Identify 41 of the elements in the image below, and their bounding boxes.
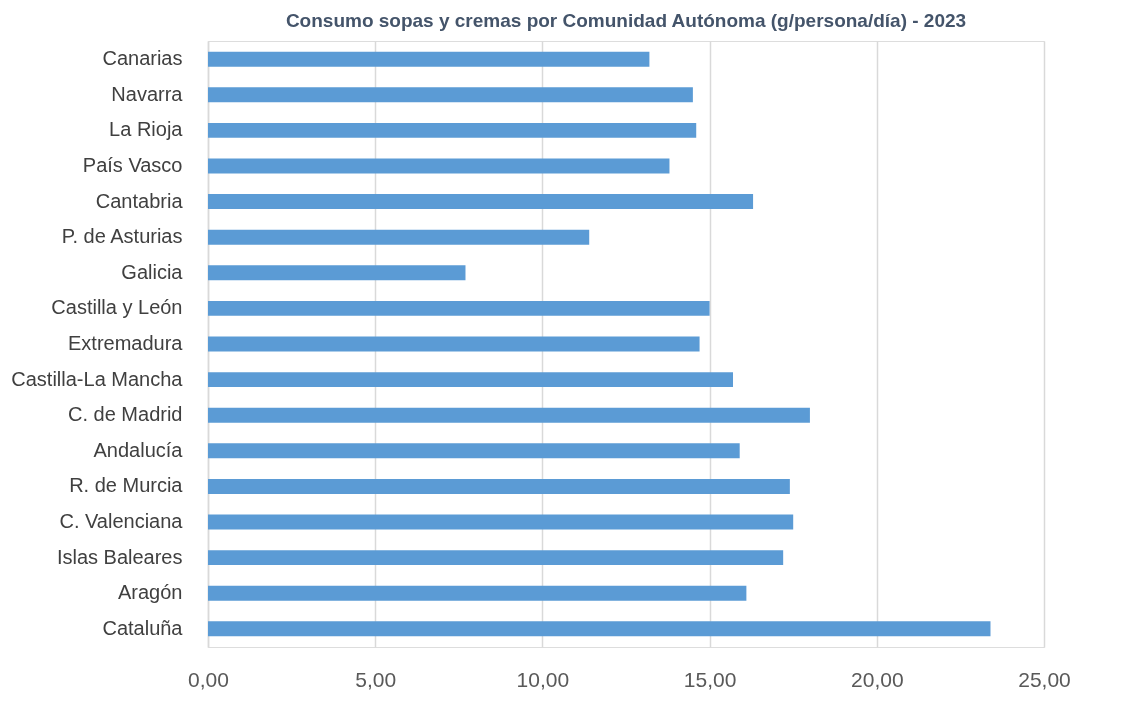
x-tick-label: 15,00 [683,667,737,691]
y-tick-label: Castilla y León [51,296,183,319]
x-tick-label: 5,00 [355,667,397,691]
bar [208,621,991,637]
y-tick-label: Castilla-La Mancha [11,367,184,390]
bar [208,122,697,138]
x-tick-label: 20,00 [851,667,904,691]
bar [208,550,784,566]
bar [208,265,466,281]
chart-title: Consumo sopas y cremas por Comunidad Autónoma (g/persona/día) - 2023 [285,10,967,31]
bar [208,372,734,388]
y-tick-label: País Vasco [82,153,183,176]
bar [208,585,747,601]
bar [208,443,740,459]
y-tick-label: Cataluña [102,616,184,639]
y-tick-label: C. de Madrid [68,403,183,426]
bar [208,158,670,174]
bar [208,336,700,352]
bar [208,407,810,423]
y-tick-label: C. Valenciana [59,510,184,533]
y-tick-label: Aragón [118,581,183,604]
x-tick-label: 25,00 [1018,667,1071,691]
bar [208,514,794,530]
y-tick-label: La Rioja [109,118,184,141]
y-tick-label: P. de Asturias [61,225,183,248]
bar [208,87,693,103]
y-tick-label: R. de Murcia [69,474,184,497]
x-tick-label: 10,00 [516,667,570,691]
bar [208,51,650,67]
y-tick-label: Cantabria [95,189,184,212]
bar [208,300,710,316]
y-tick-label: Galicia [121,260,184,283]
y-tick-label: Islas Baleares [56,545,183,568]
y-tick-label: Canarias [102,47,183,70]
y-tick-label: Andalucía [93,438,184,461]
y-tick-label: Extremadura [68,332,184,354]
bar [208,478,790,494]
bar [208,194,754,210]
y-tick-label: Navarra [111,82,184,105]
x-tick-label: 0,00 [188,667,229,691]
bar [208,229,590,245]
